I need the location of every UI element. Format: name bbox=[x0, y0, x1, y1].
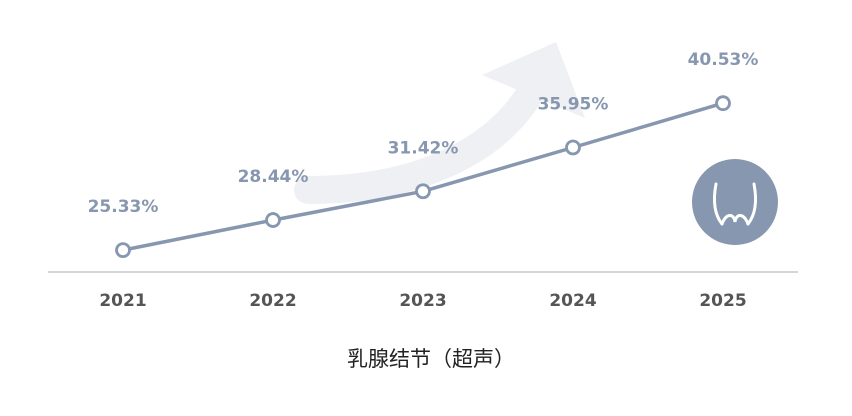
breast-icon bbox=[712, 182, 758, 226]
data-label-2024: 35.95% bbox=[538, 94, 609, 114]
x-tick-label-2024: 2024 bbox=[549, 291, 596, 311]
x-tick-label-2022: 2022 bbox=[249, 291, 296, 311]
x-tick-label-2025: 2025 bbox=[699, 291, 746, 311]
data-label-2021: 25.33% bbox=[88, 197, 159, 217]
breast-badge bbox=[692, 159, 778, 245]
data-point-2024 bbox=[565, 139, 581, 156]
data-point-2021 bbox=[115, 242, 131, 259]
x-tick-label-2023: 2023 bbox=[399, 291, 446, 311]
data-label-2025: 40.53% bbox=[688, 50, 759, 70]
data-point-2022 bbox=[265, 212, 281, 228]
data-label-2022: 28.44% bbox=[238, 167, 309, 187]
data-point-2025 bbox=[715, 95, 731, 112]
x-axis-title: 乳腺结节（超声） bbox=[347, 347, 515, 371]
x-tick-label-2021: 2021 bbox=[99, 291, 146, 311]
label-layer: 25.33% 28.44% 31.42% 35.95% 40.53% bbox=[88, 50, 759, 217]
upward-trend-arrow-icon bbox=[294, 42, 585, 204]
tick-layer: 2021 2022 2023 2024 2025 bbox=[99, 291, 746, 311]
point-layer bbox=[115, 95, 731, 259]
data-point-2023 bbox=[415, 183, 431, 200]
data-label-2023: 31.42% bbox=[388, 138, 459, 158]
